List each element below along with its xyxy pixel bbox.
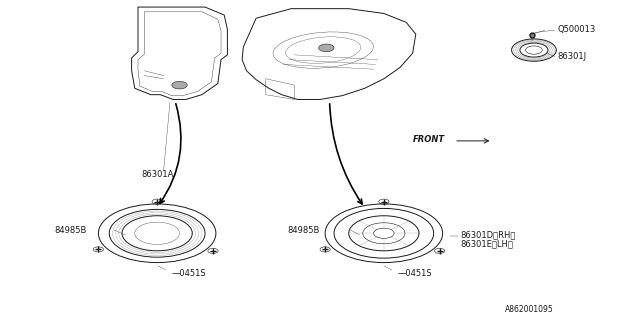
Circle shape xyxy=(319,44,334,52)
Text: 84985B: 84985B xyxy=(54,226,87,235)
Text: 86301J: 86301J xyxy=(557,52,587,61)
Circle shape xyxy=(172,81,187,89)
Text: —0451S: —0451S xyxy=(398,268,433,278)
Text: —0451S: —0451S xyxy=(172,268,207,278)
Text: A862001095: A862001095 xyxy=(505,305,554,314)
Text: 86301D〈RH〉: 86301D〈RH〉 xyxy=(461,230,516,239)
Text: 84985B: 84985B xyxy=(287,226,320,235)
Text: FRONT: FRONT xyxy=(412,135,445,144)
Text: 86301E〈LH〉: 86301E〈LH〉 xyxy=(461,239,513,248)
Text: Q500013: Q500013 xyxy=(557,25,596,34)
Text: 86301A: 86301A xyxy=(141,170,173,179)
